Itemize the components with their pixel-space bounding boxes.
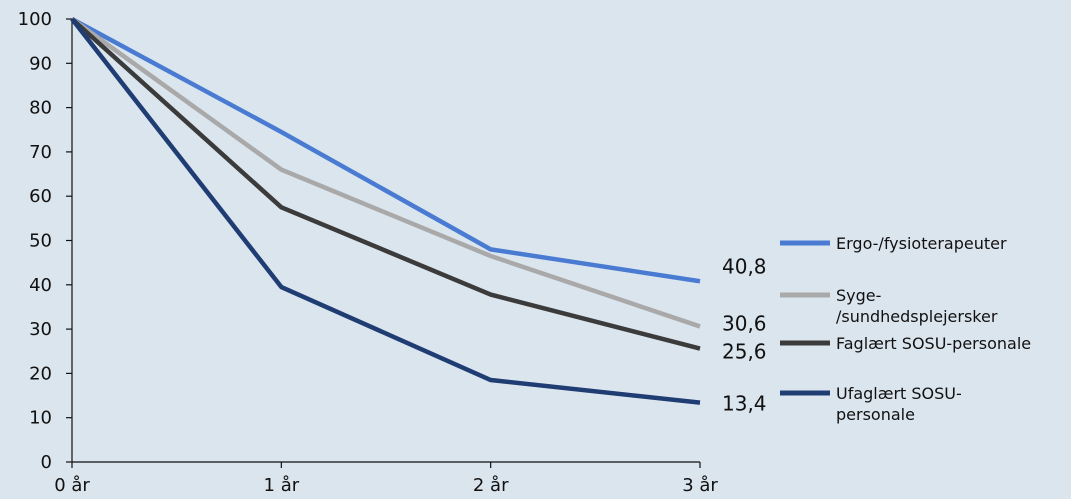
- x-tick-label: 1 år: [264, 475, 300, 496]
- y-tick-label: 30: [29, 319, 52, 340]
- legend-label: Ufaglært SOSU-: [836, 384, 962, 403]
- y-tick-label: 40: [29, 275, 52, 296]
- y-tick-label: 90: [29, 53, 52, 74]
- legend-label: /sundhedsplejersker: [836, 307, 998, 326]
- x-tick-label: 0 år: [54, 475, 90, 496]
- y-tick-label: 60: [29, 186, 52, 207]
- series-line: [70, 17, 701, 284]
- legend: Ergo-/fysioterapeuter Syge- /sundhedspleje…: [780, 234, 1031, 424]
- x-tick-label: 3 år: [682, 475, 718, 496]
- y-tick-label: 50: [29, 231, 52, 252]
- y-tick-label: 70: [29, 142, 52, 163]
- series-line: [70, 17, 701, 405]
- legend-label: personale: [836, 405, 915, 424]
- end-labels: 40,8 30,6 25,6 13,4: [722, 254, 767, 415]
- y-tick-label: 20: [29, 363, 52, 384]
- end-value-label: 13,4: [722, 392, 767, 416]
- y-tick-label: 10: [29, 408, 52, 429]
- y-tick-label: 80: [29, 98, 52, 119]
- x-tick-label: 2 år: [473, 475, 509, 496]
- series-lines: [70, 17, 701, 405]
- legend-label: Syge-: [836, 286, 881, 305]
- legend-label: Ergo-/fysioterapeuter: [836, 234, 1007, 253]
- end-value-label: 25,6: [722, 340, 767, 364]
- y-tick-label: 100: [18, 9, 52, 30]
- axes: 0 10 20 30 40 50 60 70 80 90 100 0 år 1 år 2 år 3 år: [18, 9, 719, 496]
- series-line: [70, 17, 701, 351]
- series-line: [70, 17, 701, 329]
- end-value-label: 30,6: [722, 311, 767, 335]
- legend-label: Faglært SOSU-personale: [836, 334, 1031, 353]
- y-tick-label: 0: [41, 452, 52, 473]
- end-value-label: 40,8: [722, 254, 767, 278]
